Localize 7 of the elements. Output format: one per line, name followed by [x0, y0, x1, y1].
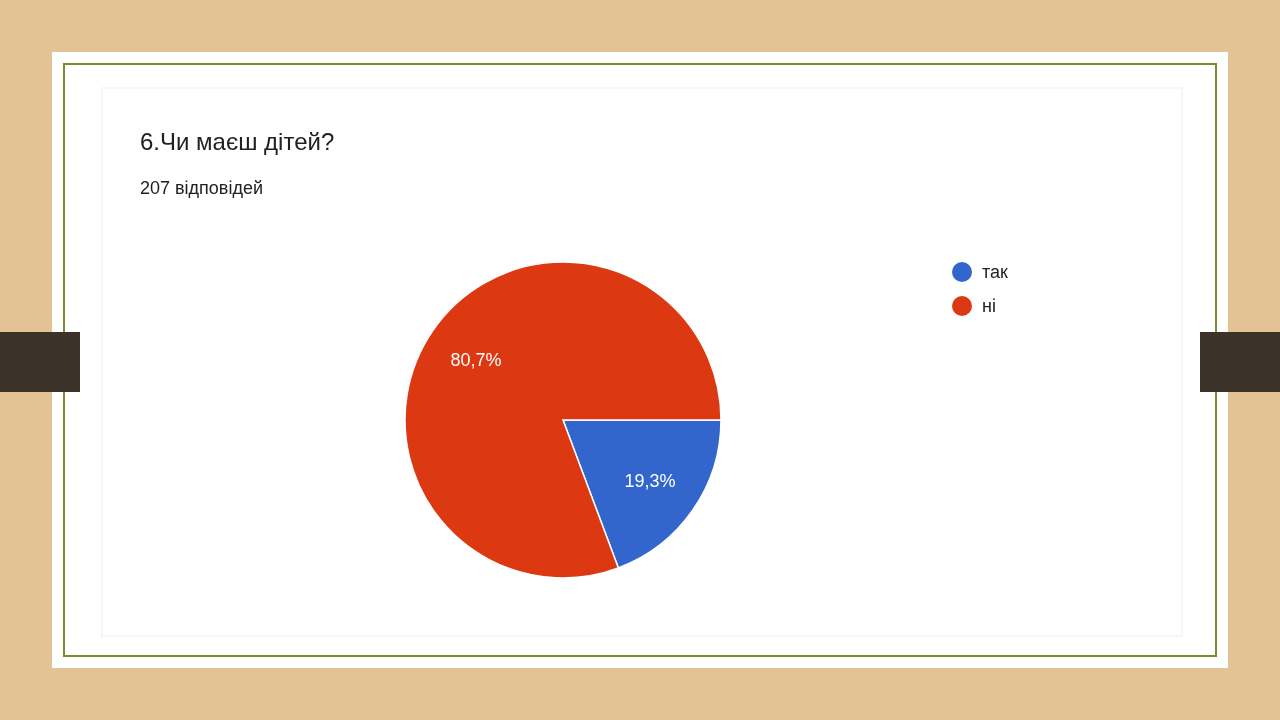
- data-label: 80,7%: [450, 349, 502, 370]
- pie-slice: [404, 261, 722, 579]
- data-label: 19,3%: [624, 470, 676, 491]
- chart-title: 6.Чи маєш дітей?: [140, 128, 335, 155]
- legend-label: так: [982, 262, 1009, 283]
- legend-label: ні: [982, 296, 996, 317]
- text: 207 відповідей: [140, 178, 263, 198]
